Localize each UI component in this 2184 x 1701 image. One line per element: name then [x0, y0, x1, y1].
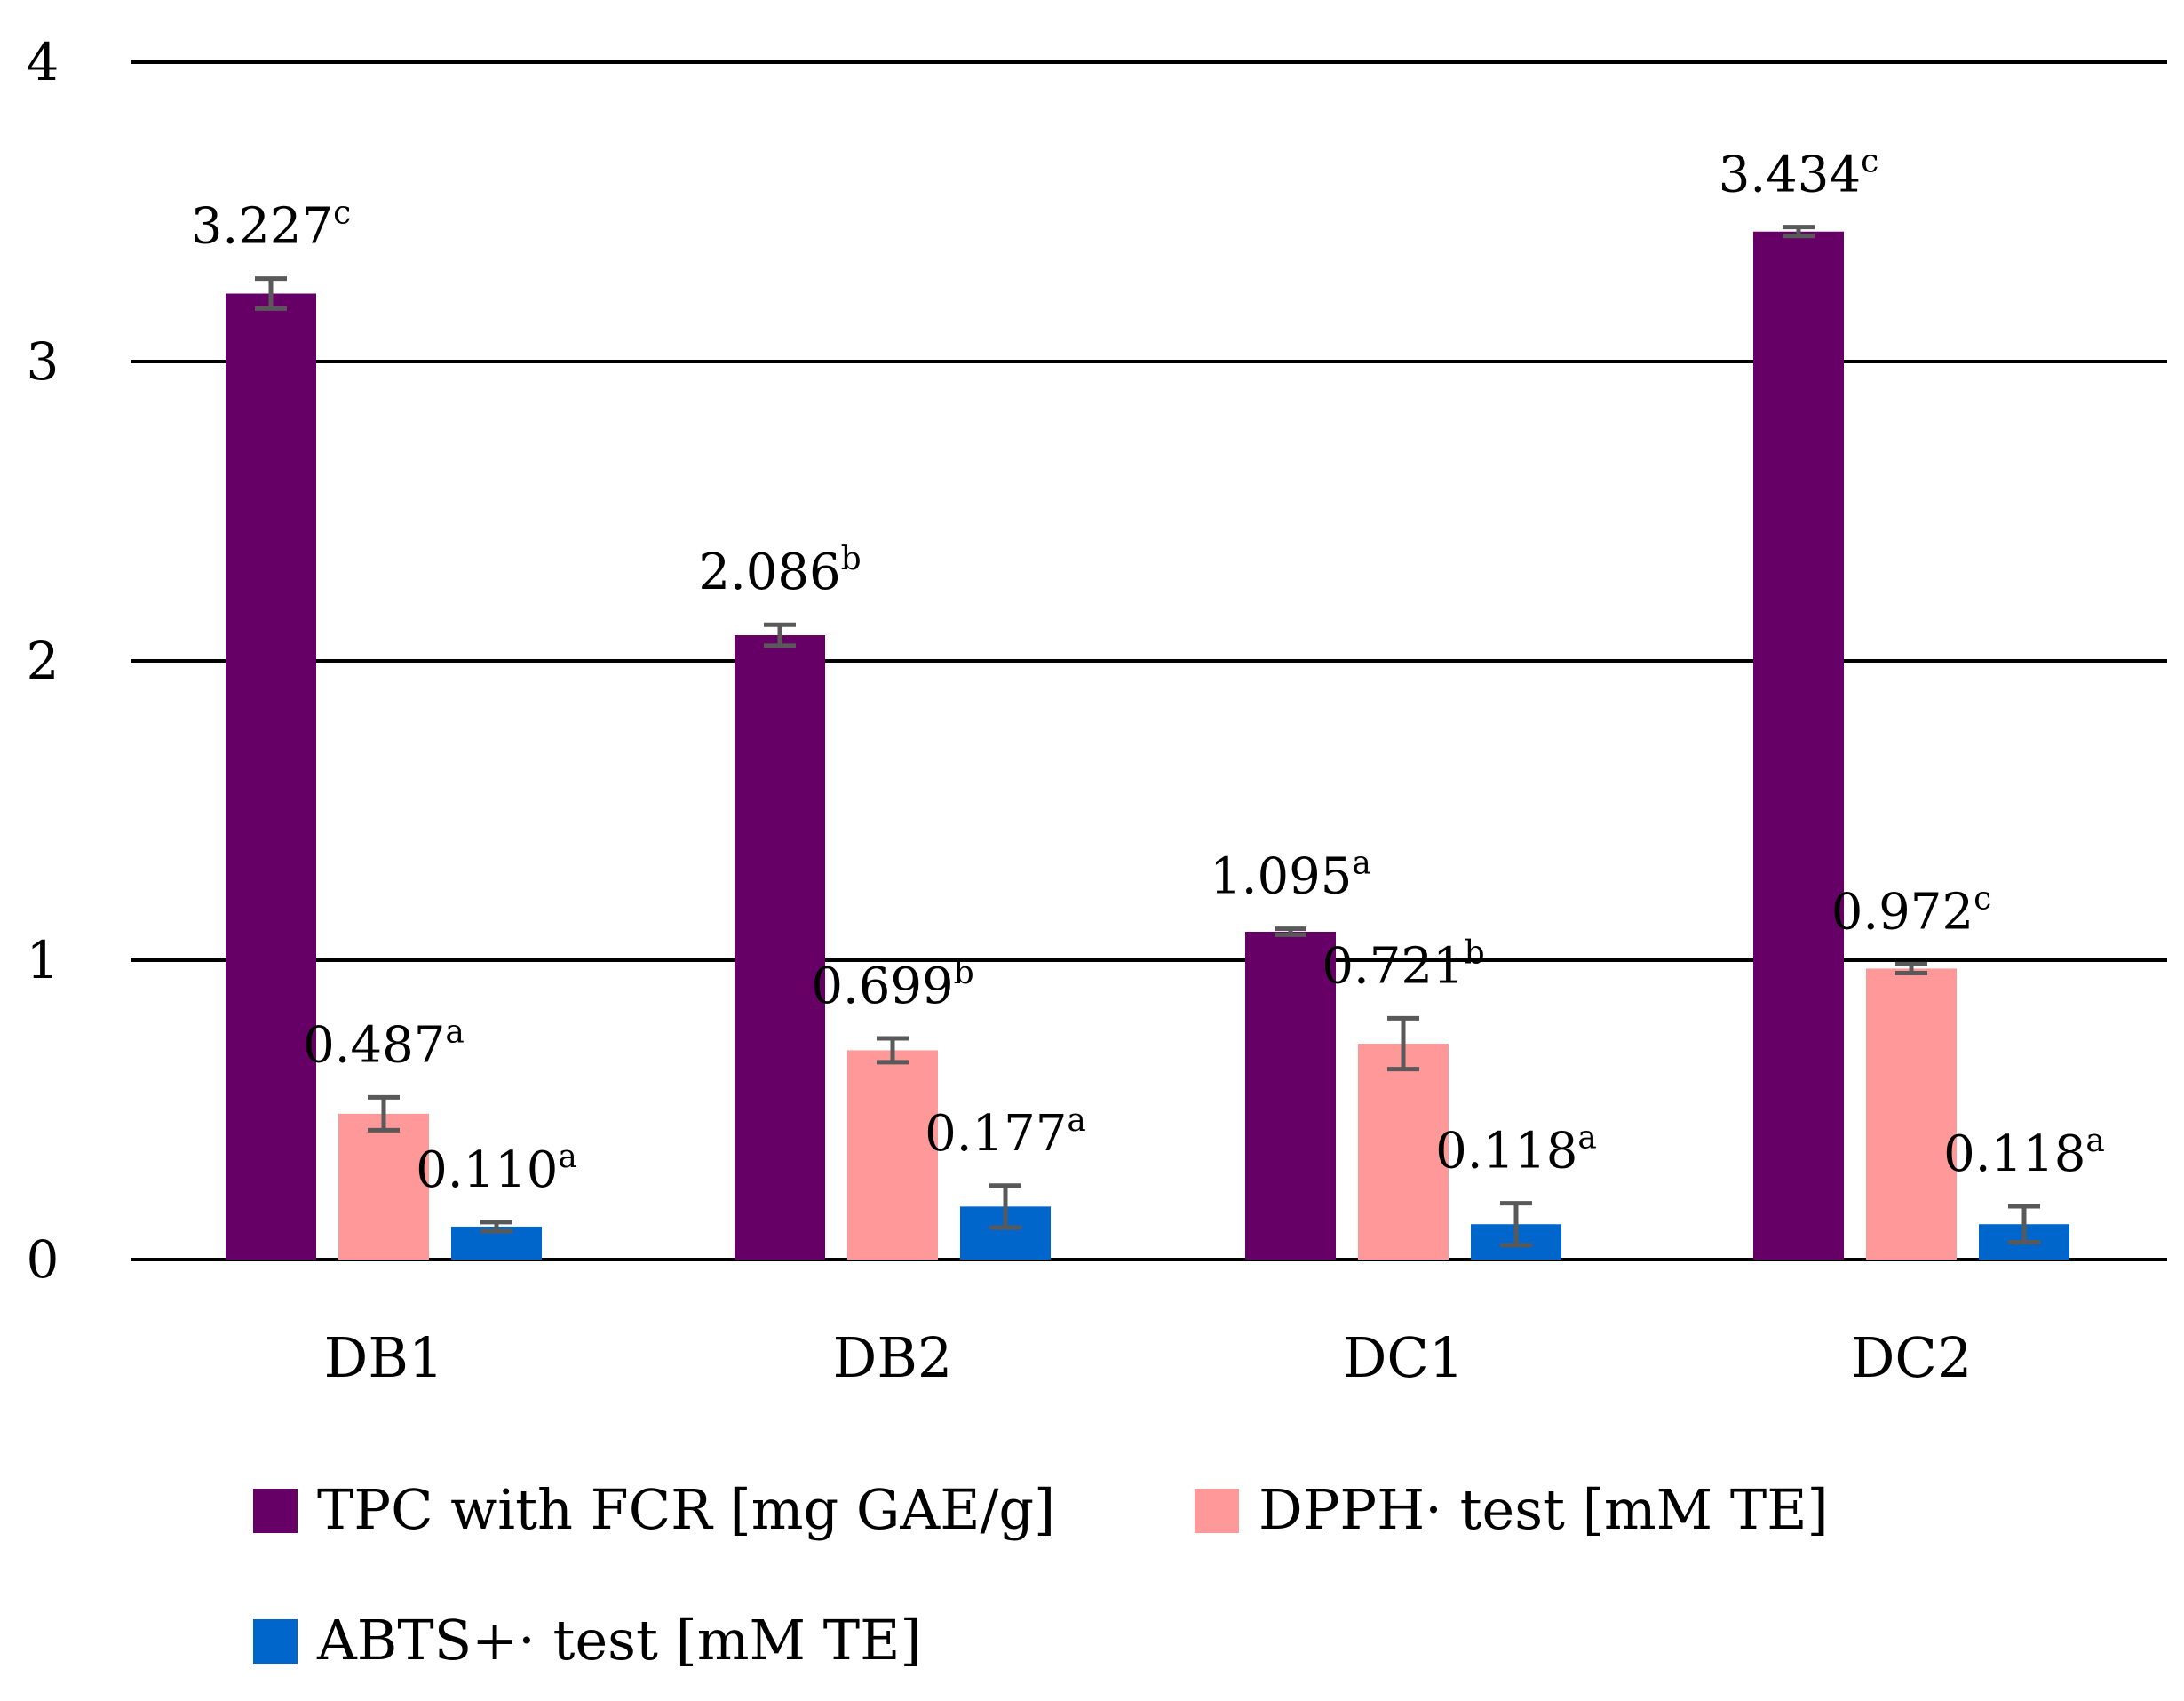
data-label: 3.434c: [1719, 144, 1879, 204]
error-bar: [1500, 1201, 1532, 1248]
legend-swatch: [253, 1489, 298, 1533]
error-bar: [2008, 1204, 2040, 1244]
legend-item: TPC with FCR [mg GAE/g]: [253, 1477, 1055, 1542]
data-label-superscript: c: [1861, 144, 1878, 180]
data-label: 0.699b: [811, 955, 973, 1015]
data-label-superscript: b: [954, 955, 974, 991]
error-bar: [764, 622, 796, 648]
data-label: 2.086b: [698, 541, 861, 601]
data-label: 0.487a: [303, 1013, 465, 1074]
error-bar: [877, 1036, 909, 1065]
error-bar: [1387, 1015, 1419, 1072]
y-tick-label: 1: [27, 930, 60, 990]
data-label: 1.095a: [1210, 846, 1371, 906]
data-label-superscript: c: [333, 195, 351, 232]
data-label-value: 3.227: [191, 198, 333, 256]
data-label-value: 2.086: [698, 544, 840, 601]
bar-db1-series-1: [226, 293, 316, 1260]
legend-label: ABTS+· test [mM TE]: [316, 1608, 922, 1673]
data-label: 0.177a: [925, 1102, 1086, 1163]
error-bar: [255, 276, 287, 311]
data-label-value: 0.699: [811, 958, 953, 1015]
data-label: 0.118a: [1435, 1120, 1597, 1180]
bars: [226, 231, 2069, 1260]
error-bars: [255, 225, 2040, 1248]
data-label-value: 1.095: [1210, 848, 1352, 906]
legend-label: TPC with FCR [mg GAE/g]: [317, 1477, 1055, 1542]
data-label: 3.227c: [191, 195, 352, 256]
data-label-superscript: c: [1974, 880, 1991, 917]
error-bar: [1783, 225, 1815, 239]
data-label-superscript: a: [2085, 1123, 2104, 1159]
data-label-value: 0.721: [1322, 937, 1464, 995]
y-tick-label: 3: [27, 331, 60, 392]
y-axis-tick-labels: 0 1 2 3 4: [27, 32, 60, 1290]
bar-db1-series-2: [338, 1113, 429, 1260]
bar-db2-series-1: [735, 635, 825, 1260]
data-label-value: 0.972: [1831, 883, 1974, 941]
data-label-value: 0.177: [925, 1105, 1067, 1163]
bar-dc1-series-1: [1245, 931, 1336, 1260]
bar-dc2-series-2: [1866, 968, 1957, 1260]
bar-dc1-series-2: [1358, 1044, 1449, 1260]
error-bar: [989, 1183, 1021, 1230]
x-tick-label: DB1: [324, 1325, 444, 1390]
error-bar: [1275, 926, 1306, 937]
data-label: 0.110a: [416, 1139, 577, 1199]
data-label-superscript: a: [445, 1013, 464, 1050]
data-label-superscript: a: [1352, 846, 1370, 882]
data-label: 0.972c: [1831, 880, 1992, 941]
bar-dc2-series-1: [1753, 231, 1844, 1260]
bar-db2-series-2: [847, 1050, 938, 1260]
data-label-superscript: a: [558, 1139, 576, 1175]
x-axis-tick-labels: DB1 DB2 DC1 DC2: [324, 1325, 1973, 1390]
data-label-superscript: a: [1577, 1120, 1596, 1157]
data-label: 0.721b: [1322, 934, 1484, 995]
data-label-value: 0.110: [416, 1141, 558, 1199]
x-tick-label: DB2: [833, 1325, 953, 1390]
data-label-superscript: a: [1067, 1102, 1085, 1139]
x-tick-label: DC2: [1851, 1325, 1973, 1390]
legend-item: ABTS+· test [mM TE]: [253, 1608, 922, 1673]
data-label-superscript: b: [1465, 934, 1485, 971]
y-tick-label: 2: [27, 631, 60, 691]
error-bar: [1895, 961, 1927, 975]
data-label-value: 0.118: [1943, 1125, 2085, 1183]
x-tick-label: DC1: [1343, 1325, 1465, 1390]
legend-swatch: [253, 1619, 298, 1664]
legend-item: DPPH· test [mM TE]: [1195, 1477, 1829, 1542]
data-label-superscript: b: [841, 541, 862, 577]
error-bar: [368, 1094, 400, 1133]
gridlines: [131, 60, 2167, 1261]
y-tick-label: 4: [27, 32, 60, 92]
data-label-value: 3.434: [1719, 147, 1861, 204]
error-bar: [480, 1220, 512, 1234]
data-label: 0.118a: [1943, 1123, 2105, 1183]
legend-swatch: [1195, 1489, 1239, 1533]
legend-label: DPPH· test [mM TE]: [1259, 1477, 1829, 1542]
data-label-value: 0.118: [1435, 1123, 1577, 1180]
data-label-value: 0.487: [303, 1016, 445, 1074]
legend: TPC with FCR [mg GAE/g] DPPH· test [mM TE…: [253, 1477, 1829, 1673]
y-tick-label: 0: [27, 1229, 60, 1290]
